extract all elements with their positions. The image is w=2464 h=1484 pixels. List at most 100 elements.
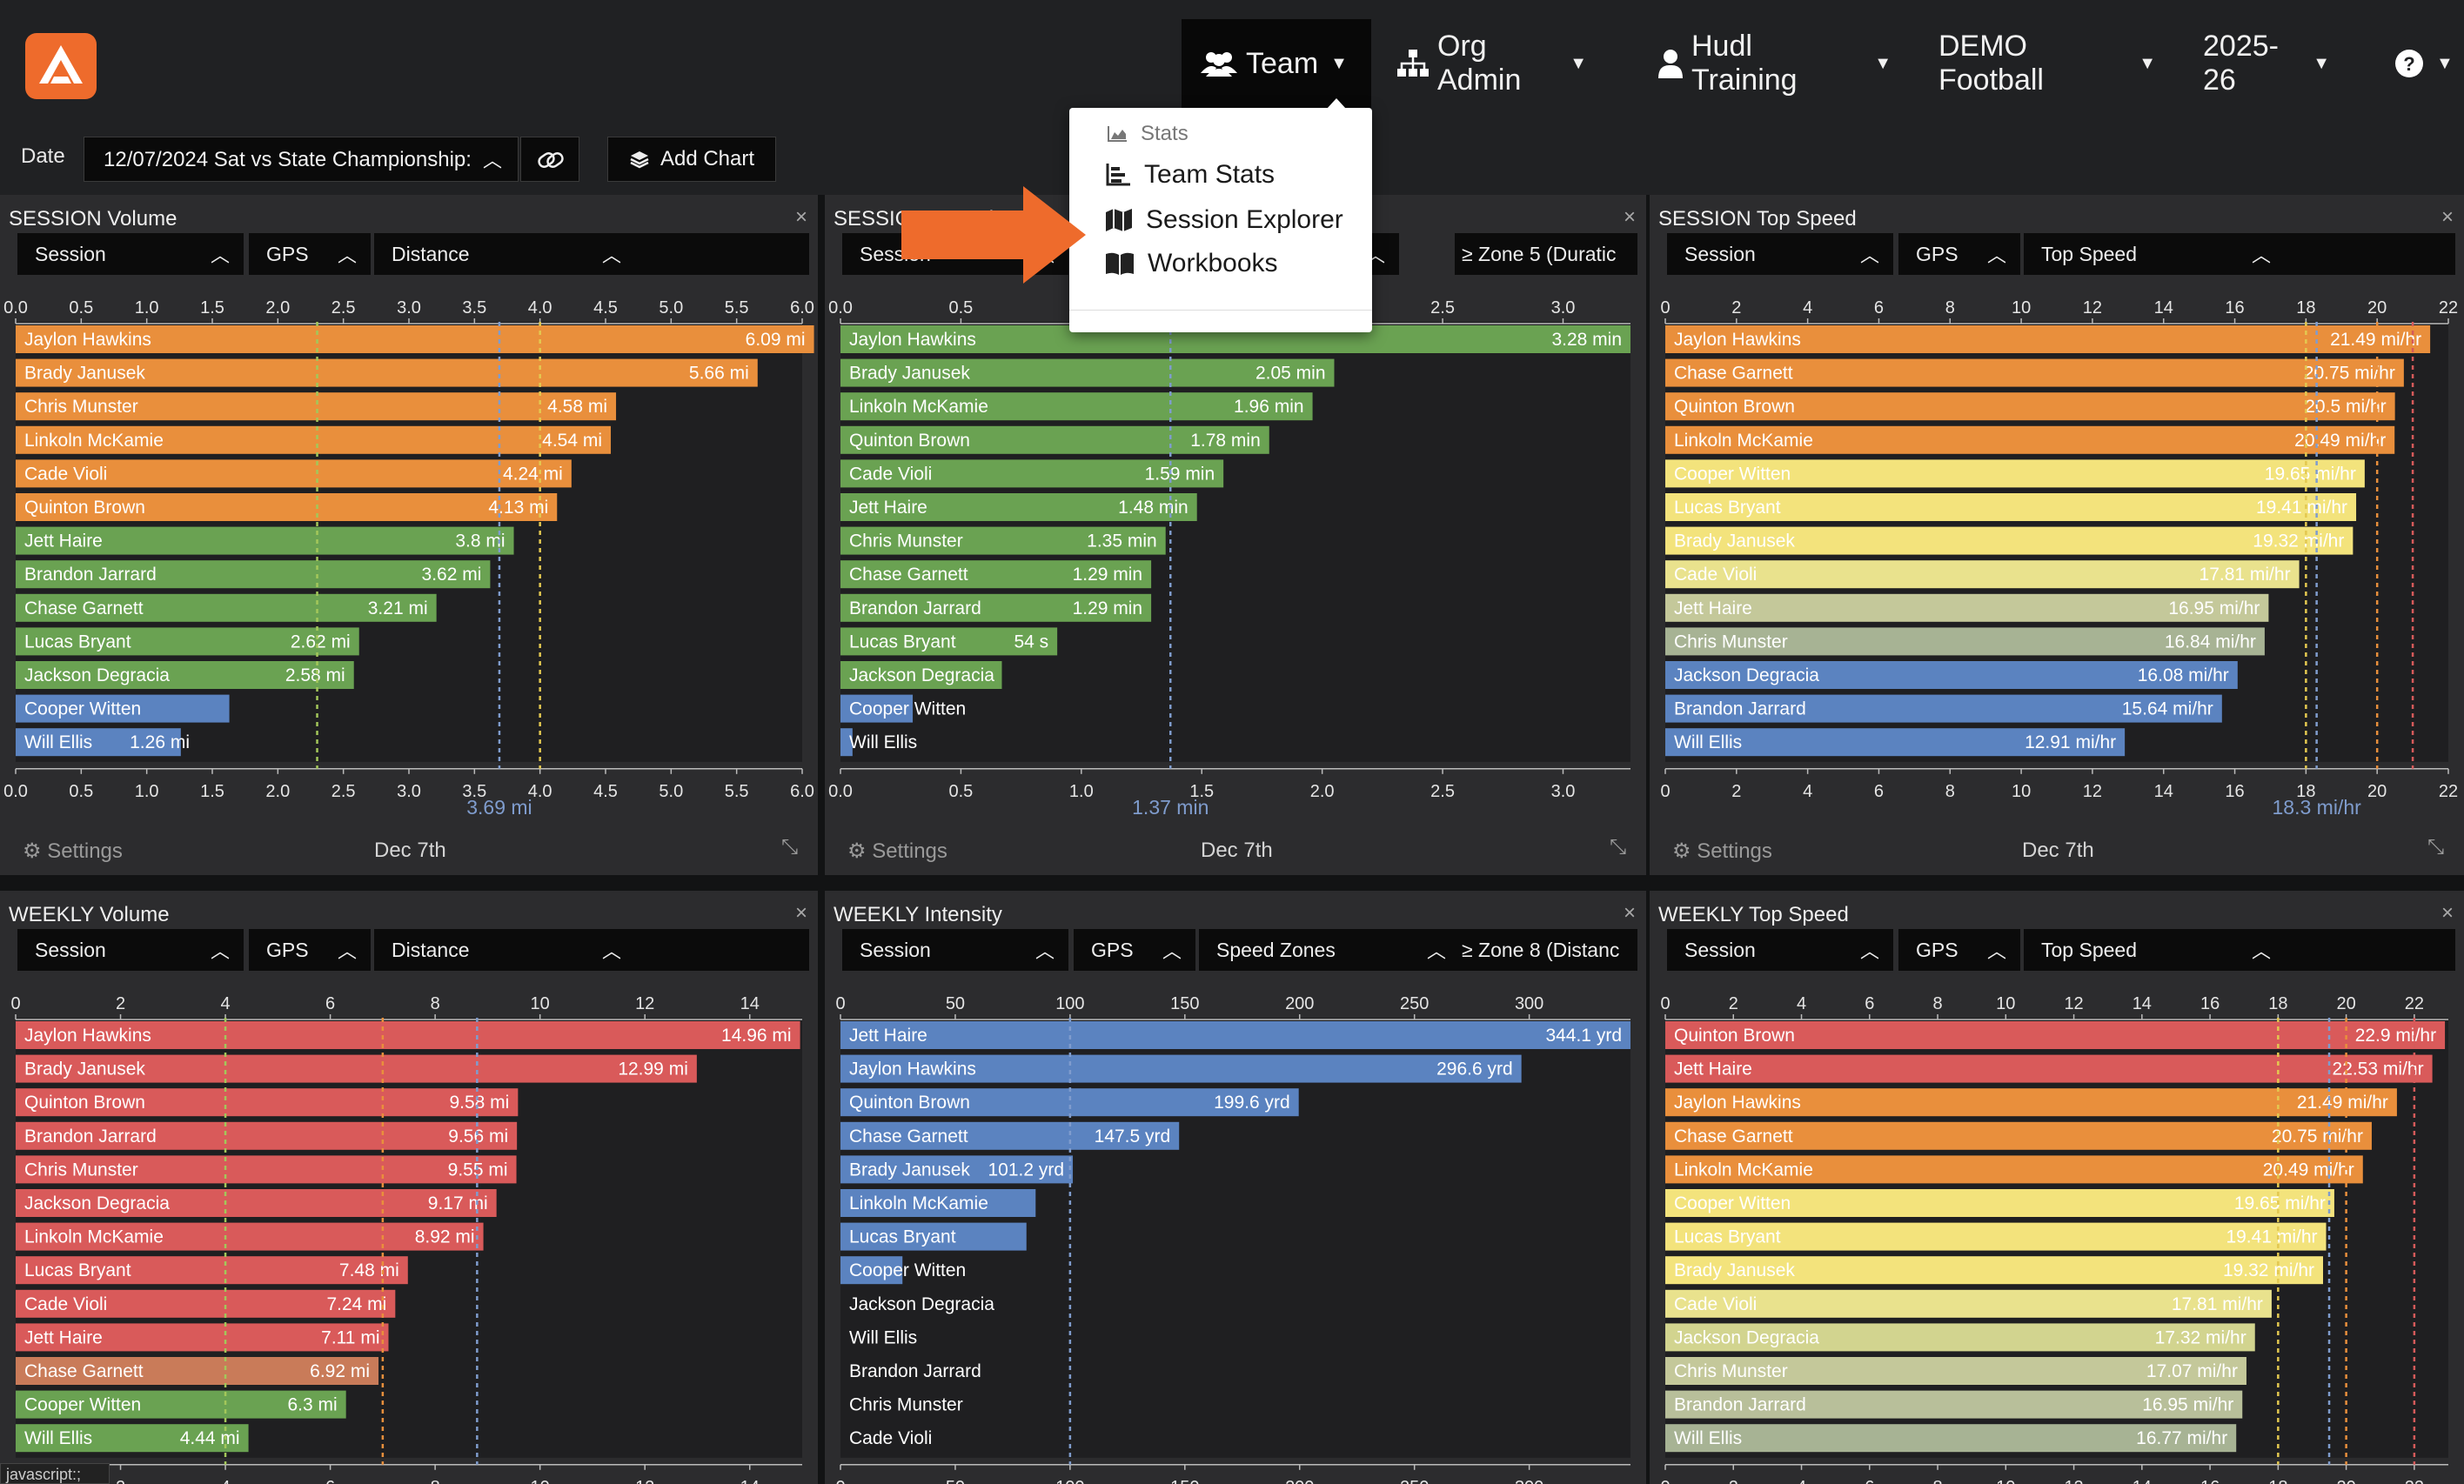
bar[interactable]: [840, 661, 1002, 689]
zone-select[interactable]: ≥ Zone 8 (Distanc: [1455, 929, 1637, 971]
bar[interactable]: [1665, 425, 2395, 454]
source-select[interactable]: GPS ︿: [1898, 233, 2020, 275]
bar[interactable]: [16, 493, 558, 521]
zone-select[interactable]: ≥ Zone 5 (Duratic: [1455, 233, 1637, 275]
nav-2025-26-dropdown[interactable]: 2025-26 ▼: [2184, 19, 2349, 108]
bar[interactable]: [16, 392, 617, 421]
metric-select[interactable]: Top Speed ︿: [2024, 929, 2285, 971]
settings-button[interactable]: ⚙ Settings: [23, 839, 123, 864]
bar[interactable]: [1665, 526, 2354, 555]
bar[interactable]: [1665, 728, 2126, 757]
bar[interactable]: [840, 1189, 1036, 1217]
session-select[interactable]: Session ︿: [1667, 929, 1893, 971]
bar[interactable]: [840, 1256, 903, 1285]
bar[interactable]: [16, 425, 612, 454]
bar[interactable]: [1665, 1121, 2372, 1150]
bar[interactable]: [1665, 661, 2238, 689]
bar[interactable]: [840, 1054, 1522, 1083]
bar[interactable]: [16, 1390, 346, 1419]
bar[interactable]: [16, 627, 359, 656]
resize-icon[interactable]: ⤡: [1610, 835, 1627, 859]
bar[interactable]: [1665, 1021, 2446, 1049]
bar[interactable]: [840, 728, 853, 757]
close-icon[interactable]: ×: [2441, 901, 2454, 925]
bar[interactable]: [1665, 1155, 2363, 1184]
bar[interactable]: [1665, 694, 2222, 723]
bar[interactable]: [840, 358, 1335, 387]
bar[interactable]: [840, 526, 1166, 555]
bar[interactable]: [16, 1323, 389, 1352]
empty-select[interactable]: [630, 233, 809, 275]
bar[interactable]: [840, 560, 1152, 589]
bar[interactable]: [16, 1021, 800, 1049]
source-select[interactable]: GPS ︿: [249, 233, 371, 275]
copy-link-button[interactable]: [520, 137, 579, 182]
bar[interactable]: [16, 1088, 519, 1117]
hudl-logo[interactable]: [25, 33, 97, 99]
metric-select[interactable]: Distance ︿: [374, 233, 635, 275]
bar[interactable]: [16, 593, 437, 622]
date-select[interactable]: 12/07/2024 Sat vs State Championship: ︿: [84, 137, 519, 182]
bar[interactable]: [840, 1222, 1027, 1251]
bar[interactable]: [16, 1155, 517, 1184]
bar[interactable]: [1665, 1357, 2246, 1385]
bar[interactable]: [1665, 459, 2365, 488]
resize-icon[interactable]: ⤡: [781, 835, 799, 859]
bar[interactable]: [16, 1054, 697, 1083]
menu-item-team-stats[interactable]: Team Stats: [1106, 160, 1275, 190]
close-icon[interactable]: ×: [2441, 205, 2454, 229]
bar[interactable]: [16, 1256, 408, 1285]
session-select[interactable]: Session ︿: [17, 233, 244, 275]
bar[interactable]: [1665, 1222, 2327, 1251]
nav-team-dropdown[interactable]: Team ▼: [1182, 19, 1371, 108]
bar[interactable]: [1665, 1390, 2243, 1419]
bar[interactable]: [840, 1121, 1180, 1150]
nav-hudl-training-dropdown[interactable]: Hudl Training ▼: [1639, 19, 1911, 108]
bar[interactable]: [16, 1289, 396, 1318]
close-icon[interactable]: ×: [1623, 901, 1636, 925]
bar[interactable]: [840, 1088, 1299, 1117]
nav-help-dropdown[interactable]: ? ▼: [2375, 19, 2464, 108]
close-icon[interactable]: ×: [794, 901, 807, 925]
bar[interactable]: [1665, 392, 2395, 421]
close-icon[interactable]: ×: [1623, 205, 1636, 229]
bar[interactable]: [840, 694, 914, 723]
bar[interactable]: [1665, 1289, 2272, 1318]
session-select[interactable]: Session ︿: [17, 929, 244, 971]
bar[interactable]: [1665, 1054, 2433, 1083]
session-select[interactable]: Session ︿: [1667, 233, 1893, 275]
bar[interactable]: [840, 459, 1224, 488]
menu-item-workbooks[interactable]: Workbooks: [1106, 249, 1278, 278]
bar[interactable]: [1665, 1424, 2237, 1453]
bar[interactable]: [840, 493, 1197, 521]
metric-select[interactable]: Distance ︿: [374, 929, 635, 971]
bar[interactable]: [1665, 627, 2265, 656]
bar[interactable]: [16, 526, 514, 555]
bar[interactable]: [16, 1222, 484, 1251]
nav-demo-football-dropdown[interactable]: DEMO Football ▼: [1919, 19, 2175, 108]
settings-button[interactable]: ⚙ Settings: [1672, 839, 1772, 864]
bar[interactable]: [16, 1357, 379, 1385]
bar[interactable]: [16, 358, 758, 387]
source-select[interactable]: GPS ︿: [249, 929, 371, 971]
bar[interactable]: [840, 627, 1058, 656]
bar[interactable]: [16, 560, 491, 589]
bar[interactable]: [1665, 560, 2300, 589]
bar[interactable]: [16, 325, 814, 353]
bar[interactable]: [16, 1121, 518, 1150]
bar[interactable]: [16, 1189, 497, 1217]
bar[interactable]: [16, 1424, 249, 1453]
bar[interactable]: [1665, 593, 2269, 622]
bar[interactable]: [16, 728, 181, 757]
bar[interactable]: [1665, 1189, 2334, 1217]
bar[interactable]: [1665, 325, 2431, 353]
bar[interactable]: [840, 1155, 1074, 1184]
close-icon[interactable]: ×: [794, 205, 807, 229]
bar[interactable]: [1665, 493, 2357, 521]
settings-button[interactable]: ⚙ Settings: [847, 839, 947, 864]
menu-item-session-explorer[interactable]: Session Explorer: [1106, 205, 1343, 235]
metric-select[interactable]: Speed Zones ︿: [1199, 929, 1460, 971]
empty-select[interactable]: [2280, 929, 2455, 971]
bar[interactable]: [16, 661, 354, 689]
bar[interactable]: [1665, 1256, 2323, 1285]
